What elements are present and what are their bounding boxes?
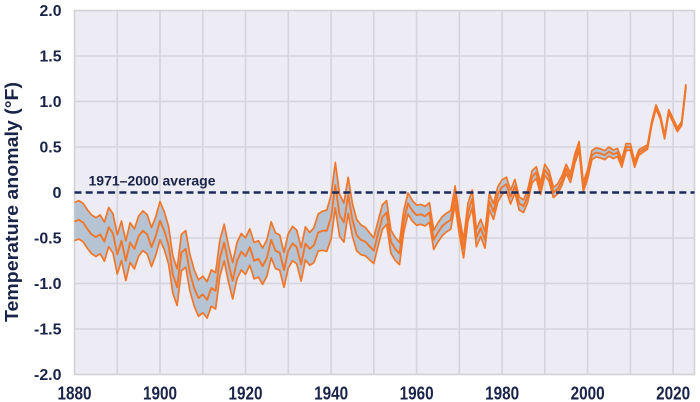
svg-text:1880: 1880 — [58, 384, 92, 402]
svg-text:1.5: 1.5 — [40, 49, 62, 66]
svg-text:1960: 1960 — [400, 384, 434, 402]
svg-text:1920: 1920 — [229, 384, 263, 402]
svg-text:-2.0: -2.0 — [34, 367, 62, 384]
svg-text:-0.5: -0.5 — [34, 231, 62, 248]
svg-text:1900: 1900 — [143, 384, 177, 402]
svg-text:2020: 2020 — [656, 384, 690, 402]
svg-text:Temperature anomaly (°F): Temperature anomaly (°F) — [1, 82, 22, 322]
svg-text:1971–2000 average: 1971–2000 average — [89, 174, 216, 189]
svg-text:2000: 2000 — [571, 384, 605, 402]
svg-text:0: 0 — [53, 185, 62, 202]
svg-text:1940: 1940 — [314, 384, 348, 402]
svg-text:2.0: 2.0 — [40, 3, 62, 20]
svg-text:-1.5: -1.5 — [34, 322, 62, 339]
svg-text:0.5: 0.5 — [40, 140, 62, 157]
svg-text:1.0: 1.0 — [40, 94, 62, 111]
svg-text:1980: 1980 — [485, 384, 519, 402]
svg-text:-1.0: -1.0 — [34, 276, 62, 293]
